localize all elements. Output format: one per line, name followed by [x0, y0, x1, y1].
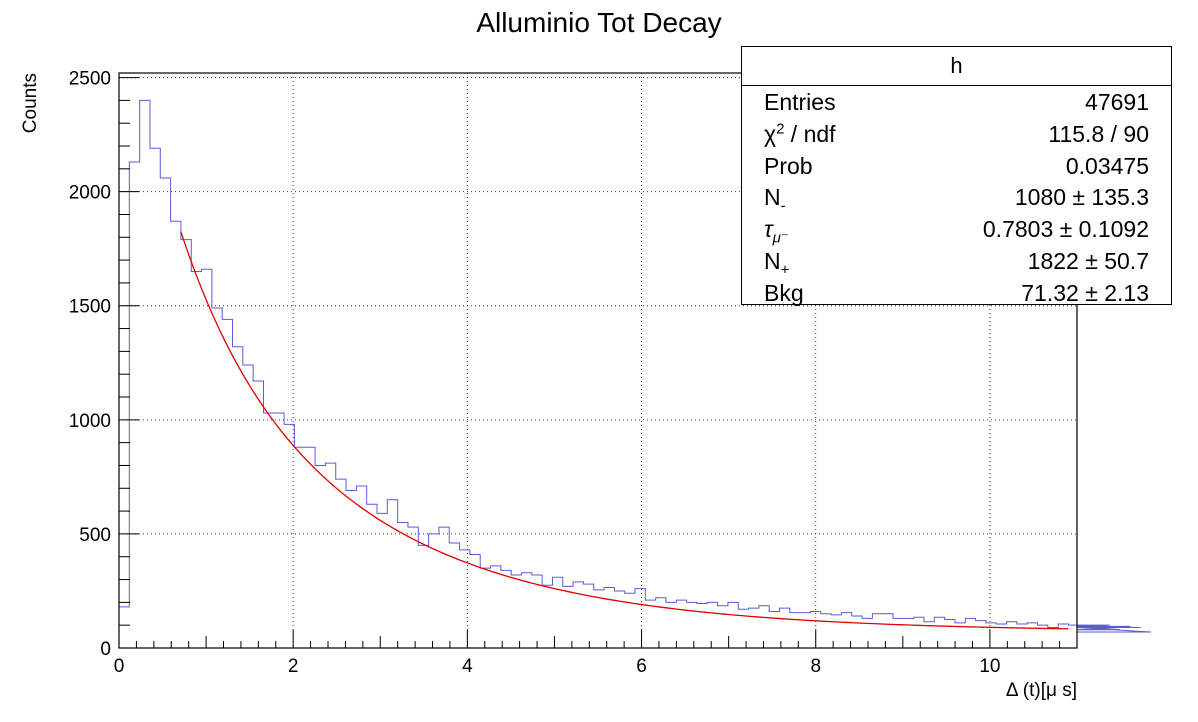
- y-tick-label: 500: [79, 525, 111, 546]
- stats-value: 0.03475: [1065, 152, 1149, 179]
- stats-row-tau: τμ⁻ 0.7803 ± 0.1092: [742, 213, 1171, 246]
- x-tick-label: 10: [979, 656, 1000, 677]
- x-tick-label: 8: [810, 656, 821, 677]
- stats-row-bkg: Bkg 71.32 ± 2.13: [742, 277, 1171, 309]
- y-axis-label: Counts: [20, 73, 41, 133]
- x-axis-label: Δ (t)[μ s]: [1006, 680, 1077, 701]
- ndf-text: / ndf: [784, 120, 836, 147]
- x-tick-label: 0: [114, 656, 125, 677]
- stats-value: 0.7803 ± 0.1092: [982, 216, 1149, 243]
- x-tick-label: 6: [636, 656, 647, 677]
- y-tick-label: 2500: [69, 69, 111, 90]
- x-axis: 0 2 4 6 8 10: [114, 630, 1078, 677]
- stats-row-entries: Entries 47691: [742, 86, 1171, 118]
- stats-label: N+: [764, 247, 789, 278]
- y-tick-label: 1500: [69, 297, 111, 318]
- stats-row-prob: Prob 0.03475: [742, 150, 1171, 182]
- fit-line: [180, 231, 1069, 630]
- stats-value: 1080 ± 135.3: [1014, 184, 1149, 211]
- y-tick-label: 2000: [69, 183, 111, 204]
- tau-subscript: μ⁻: [772, 229, 789, 247]
- n-subscript: +: [780, 261, 790, 279]
- stats-label: N-: [764, 184, 786, 214]
- stats-label: Bkg: [764, 279, 804, 306]
- chart-title: Alluminio Tot Decay: [476, 7, 721, 38]
- stats-title: h: [742, 47, 1171, 86]
- y-tick-label: 0: [100, 639, 111, 660]
- x-tick-label: 4: [462, 656, 473, 677]
- chi-symbol: χ: [764, 120, 777, 147]
- stats-row-n-plus: N+ 1822 ± 50.7: [742, 245, 1171, 278]
- histogram-series: [118, 99, 1152, 648]
- stats-label: χ2 / ndf: [764, 121, 836, 148]
- stats-label: Entries: [764, 89, 836, 115]
- stats-row-chi2: χ2 / ndf 115.8 / 90: [742, 118, 1171, 150]
- n-symbol: N: [764, 184, 781, 211]
- stats-value: 71.32 ± 2.13: [1021, 279, 1149, 306]
- stats-value: 1822 ± 50.7: [1027, 247, 1149, 274]
- n-subscript: -: [780, 197, 786, 215]
- x-tick-label: 2: [288, 656, 299, 677]
- chi-exponent: 2: [776, 120, 785, 138]
- histogram-line: [118, 99, 1152, 648]
- n-symbol: N: [764, 247, 781, 274]
- tau-symbol: τ: [764, 216, 773, 243]
- stats-row-n-minus: N- 1080 ± 135.3: [742, 181, 1171, 214]
- plot-frame: [118, 72, 1078, 649]
- y-axis: 0 500 1000 1500 2000 2500: [69, 69, 139, 660]
- y-tick-label: 1000: [69, 411, 111, 432]
- stats-label: Prob: [764, 152, 813, 179]
- stats-value: 47691: [1085, 89, 1149, 115]
- stats-box: h Entries 47691 χ2 / ndf 115.8 / 90 Prob…: [741, 46, 1172, 306]
- stats-value: 115.8 / 90: [1048, 120, 1149, 147]
- fit-curve-series: [180, 231, 1069, 630]
- stats-label: τμ⁻: [764, 216, 789, 246]
